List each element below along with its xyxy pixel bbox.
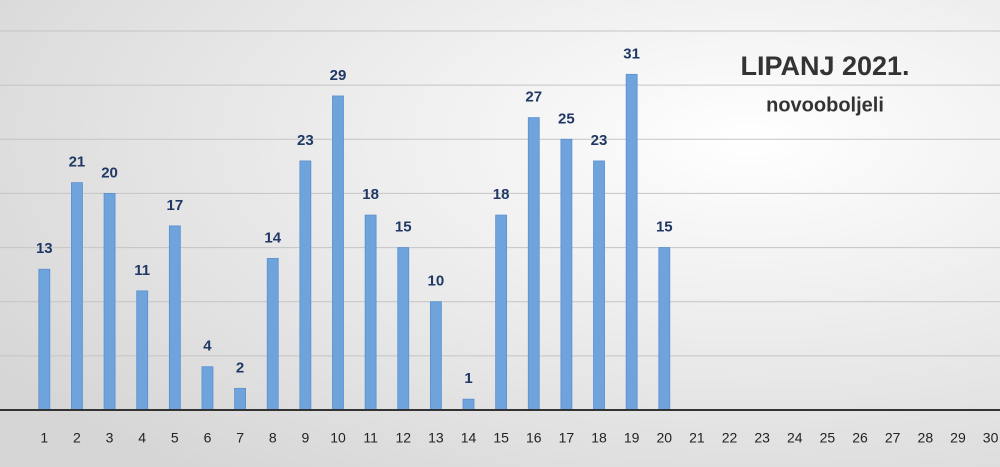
x-tick-label: 19 — [624, 430, 640, 446]
value-label: 31 — [623, 45, 640, 62]
bar — [527, 117, 540, 411]
bar — [71, 182, 83, 411]
bar — [266, 257, 279, 411]
bar — [136, 290, 149, 411]
value-label: 23 — [591, 132, 608, 149]
bar — [625, 73, 638, 411]
x-tick-label: 20 — [656, 430, 672, 446]
bar — [462, 398, 475, 411]
x-tick-label: 25 — [820, 430, 836, 446]
bar — [201, 366, 214, 411]
value-label: 11 — [134, 262, 150, 279]
value-label: 4 — [203, 338, 212, 355]
x-tick-label: 4 — [138, 430, 146, 446]
x-tick-label: 26 — [852, 430, 868, 446]
value-label: 10 — [428, 273, 445, 290]
x-tick-label: 23 — [754, 430, 770, 446]
bar — [593, 160, 605, 411]
value-label: 15 — [395, 219, 412, 236]
value-label: 25 — [558, 110, 575, 127]
x-tick-label: 7 — [236, 430, 244, 446]
x-tick-label: 10 — [330, 430, 346, 446]
x-tick-label: 13 — [428, 430, 444, 446]
value-label: 17 — [166, 197, 183, 214]
bar — [429, 301, 442, 411]
x-tick-label: 16 — [526, 430, 542, 446]
value-label: 18 — [493, 186, 510, 203]
x-tick-label: 28 — [918, 430, 934, 446]
bar — [234, 387, 246, 411]
bar — [332, 95, 344, 411]
bar — [364, 214, 377, 411]
bar — [495, 214, 508, 411]
bar — [560, 138, 573, 411]
x-tick-label: 27 — [885, 430, 901, 446]
x-tick-label: 17 — [559, 430, 575, 446]
bar — [397, 247, 410, 411]
x-tick-label: 5 — [171, 430, 179, 446]
chart-subtitle: novooboljeli — [766, 94, 884, 116]
value-label: 21 — [69, 154, 86, 171]
value-label: 13 — [36, 240, 53, 257]
x-tick-label: 3 — [106, 430, 114, 446]
value-label: 2 — [236, 359, 244, 376]
x-tick-label: 8 — [269, 430, 277, 446]
x-tick-label: 12 — [395, 430, 411, 446]
x-tick-label: 2 — [73, 430, 81, 446]
bar — [168, 225, 181, 411]
x-tick-label: 14 — [461, 430, 477, 446]
value-label: 15 — [656, 219, 673, 236]
x-tick-label: 11 — [363, 430, 378, 446]
value-label: 20 — [101, 164, 118, 181]
x-tick-label: 30 — [983, 430, 999, 446]
x-tick-label: 24 — [787, 430, 803, 446]
x-tick-label: 6 — [204, 430, 212, 446]
bar — [38, 268, 51, 411]
x-tick-label: 18 — [591, 430, 607, 446]
x-tick-label: 1 — [40, 430, 48, 446]
chart-title: LIPANJ 2021. — [740, 51, 909, 81]
x-tick-label: 22 — [722, 430, 738, 446]
value-label: 18 — [362, 186, 379, 203]
bar — [299, 160, 312, 411]
value-label: 14 — [264, 229, 281, 246]
value-label: 27 — [525, 89, 542, 106]
bar — [658, 247, 671, 411]
bar — [103, 193, 116, 411]
x-tick-label: 29 — [950, 430, 966, 446]
x-tick-label: 9 — [301, 430, 309, 446]
x-tick-label: 21 — [689, 430, 705, 446]
value-label: 29 — [330, 67, 347, 84]
value-label: 23 — [297, 132, 314, 149]
x-tick-label: 15 — [493, 430, 509, 446]
value-label: 1 — [464, 370, 472, 387]
